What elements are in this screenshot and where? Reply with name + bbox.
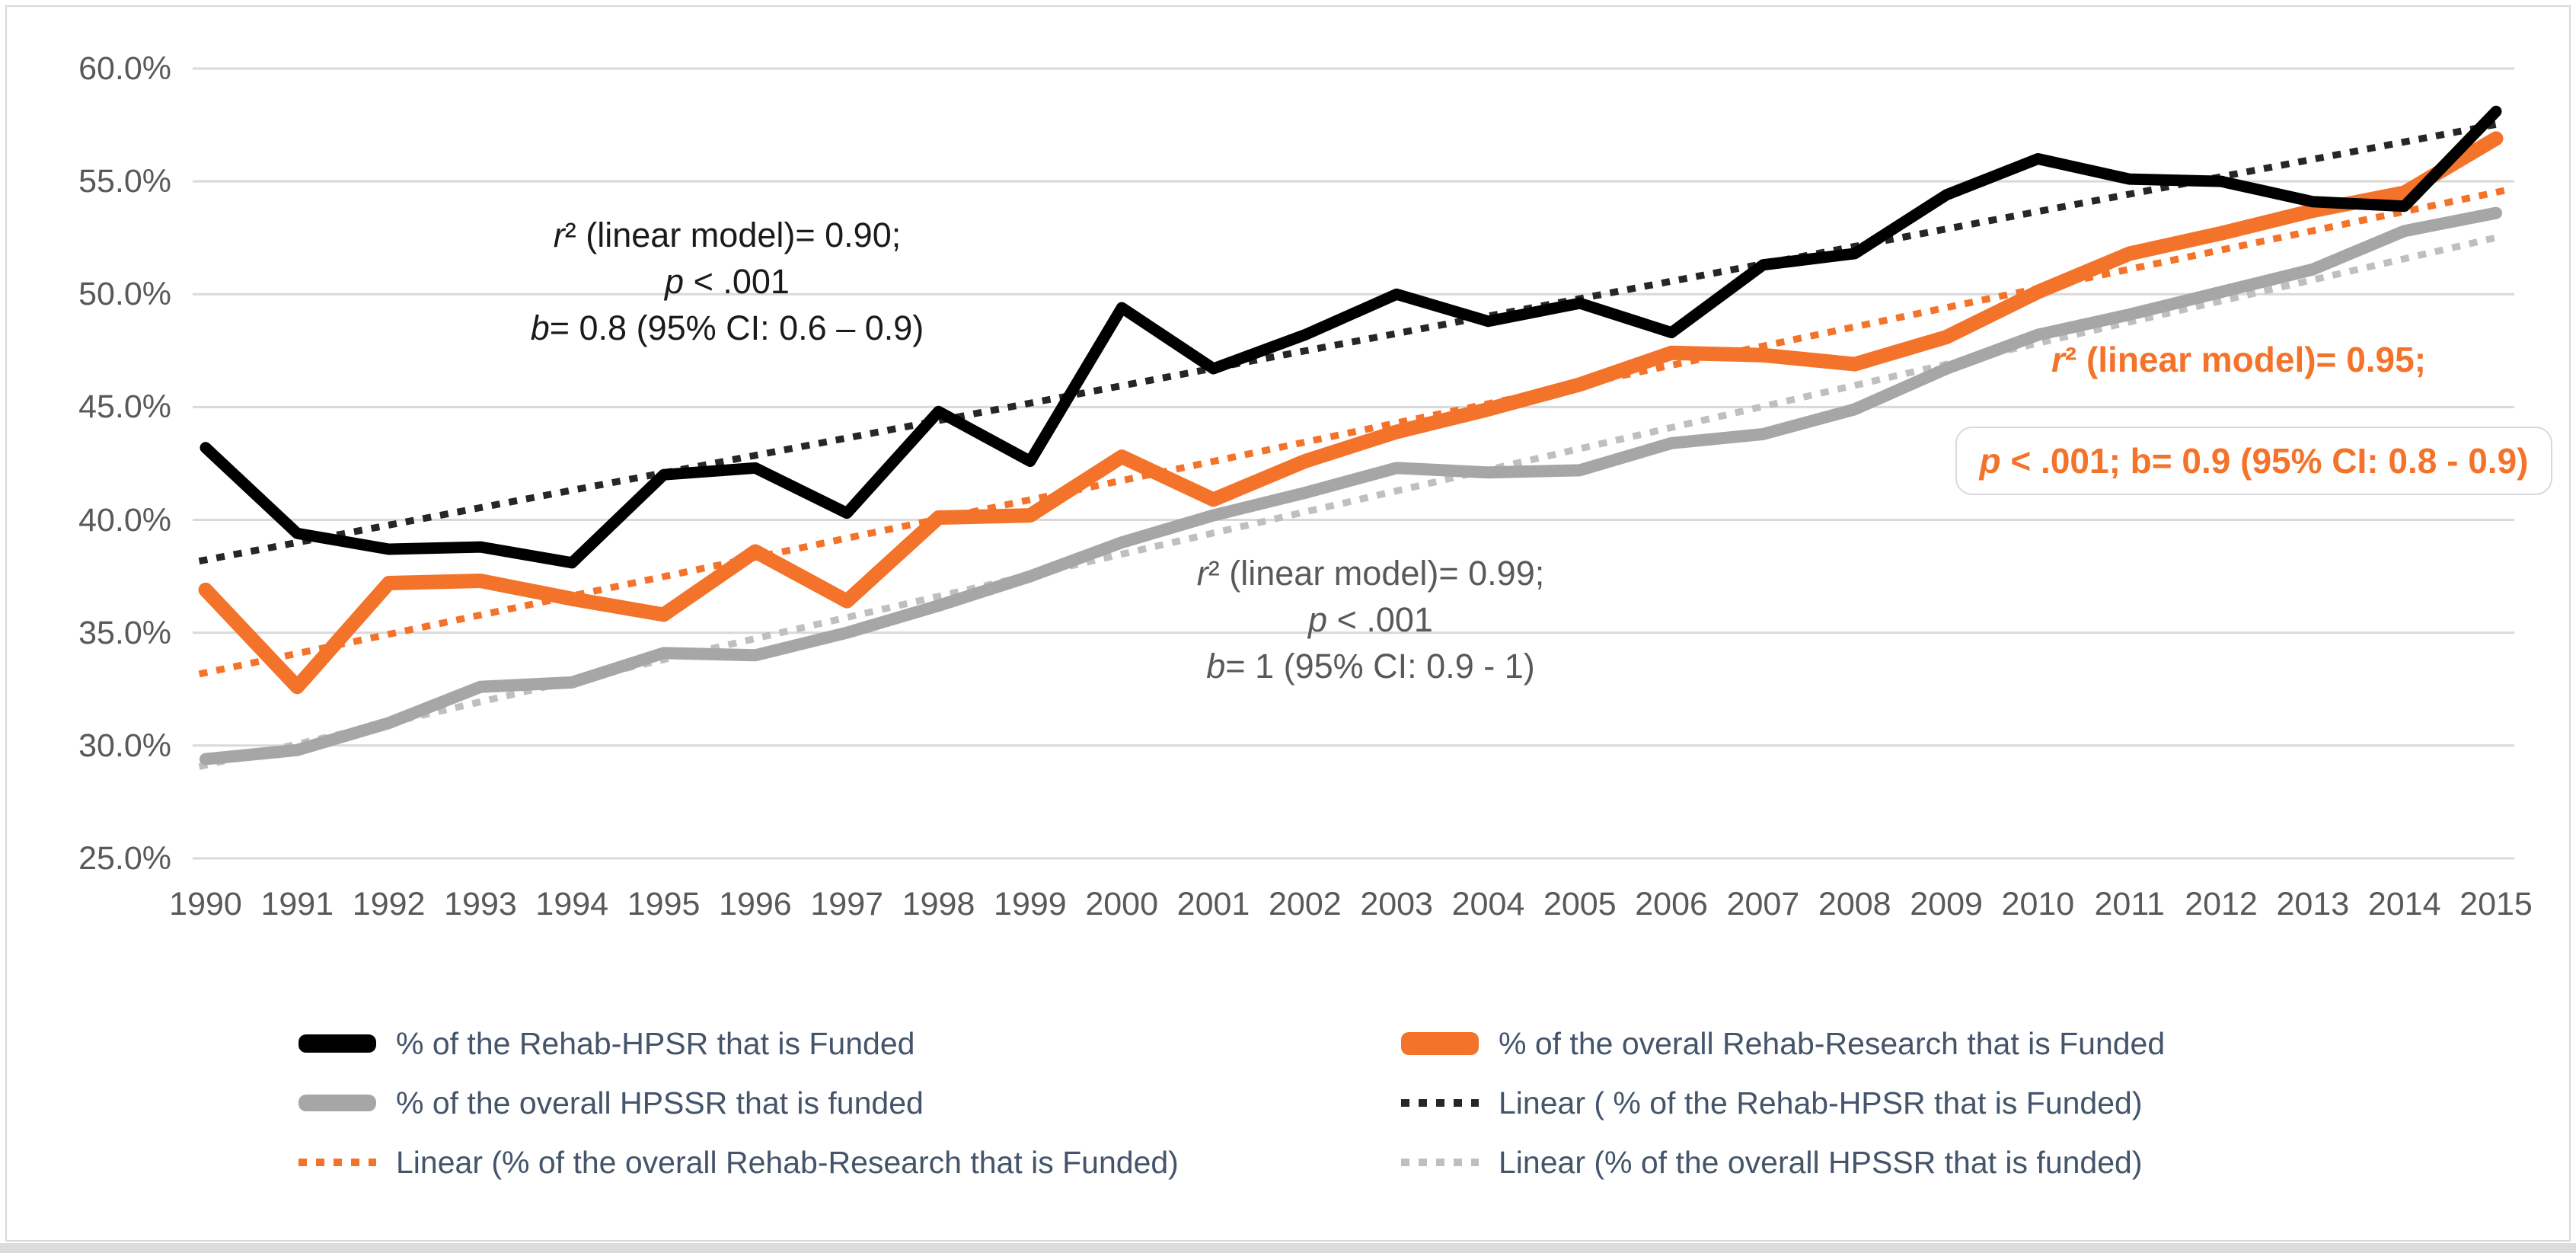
- series-line-rehab-research-trend: [198, 186, 2510, 678]
- legend-item-rehab-research-trend: Linear (% of the overall Rehab-Research …: [298, 1143, 1179, 1181]
- y-tick-label: 50.0%: [78, 276, 171, 313]
- legend-right-column: % of the overall Rehab-Research that is …: [1401, 1024, 2165, 1181]
- annotation-line: r² (linear model)= 0.99;: [1196, 554, 1545, 593]
- y-tick-label: 35.0%: [78, 614, 171, 651]
- legend-item-rehab-hpsr-trend: Linear ( % of the Rehab-HPSR that is Fun…: [1401, 1084, 2165, 1122]
- x-tick-label: 1993: [444, 886, 517, 922]
- series-line-rehab-hpsr: [200, 105, 2502, 569]
- legend-item-hpssr-trend: Linear (% of the overall HPSSR that is f…: [1401, 1143, 2165, 1181]
- x-tick-label: 2000: [1085, 886, 1159, 922]
- x-tick-label: 1999: [994, 886, 1067, 922]
- y-tick-label: 60.0%: [78, 50, 171, 87]
- annotation-line: b= 0.8 (95% CI: 0.6 – 0.9): [530, 308, 924, 347]
- legend-label: % of the overall Rehab-Research that is …: [1499, 1026, 2166, 1061]
- bottom-edge-bar: [0, 1243, 2576, 1253]
- x-tick-label: 2012: [2185, 886, 2258, 922]
- legend-label: Linear ( % of the Rehab-HPSR that is Fun…: [1499, 1085, 2143, 1120]
- legend-swatch-solid: [1401, 1032, 1479, 1055]
- series-line-rehab-hpsr-trend: [198, 118, 2510, 565]
- legend-swatch-dotted: [1401, 1099, 1479, 1107]
- legend-item-rehab-research: % of the overall Rehab-Research that is …: [1401, 1024, 2165, 1063]
- x-tick-label: 2011: [2094, 886, 2165, 922]
- annotation-line: p < .001: [1308, 600, 1433, 639]
- x-tick-label: 1990: [169, 886, 242, 922]
- legend-label: Linear (% of the overall Rehab-Research …: [396, 1145, 1179, 1180]
- figure-frame: [5, 5, 2571, 1242]
- x-tick-label: 1991: [260, 886, 334, 922]
- x-tick-label: 2008: [1818, 886, 1891, 922]
- annotation-line: r² (linear model)= 0.90;: [553, 216, 902, 254]
- y-tick-label: 25.0%: [78, 839, 171, 877]
- x-tick-label: 2015: [2459, 886, 2533, 922]
- x-tick-label: 2010: [2001, 886, 2075, 922]
- x-tick-label: 2009: [1910, 886, 1983, 922]
- x-tick-label: 1996: [719, 886, 792, 922]
- legend-item-hpssr: % of the overall HPSSR that is funded: [298, 1084, 1179, 1122]
- x-tick-label: 2004: [1451, 886, 1525, 922]
- legend-swatch-dotted: [1401, 1159, 1479, 1166]
- y-tick-label: 45.0%: [78, 388, 171, 426]
- legend-swatch-solid: [298, 1095, 376, 1111]
- x-tick-label: 2003: [1360, 886, 1433, 922]
- legend-label: % of the Rehab-HPSR that is Funded: [396, 1026, 915, 1061]
- y-tick-label: 30.0%: [78, 727, 171, 764]
- x-tick-label: 2005: [1543, 886, 1617, 922]
- x-tick-label: 2013: [2276, 886, 2350, 922]
- x-tick-label: 2007: [1726, 886, 1800, 922]
- legend-left-column: % of the Rehab-HPSR that is Funded % of t…: [298, 1024, 1179, 1181]
- series-line-hpssr: [200, 206, 2502, 766]
- annotation-line: b= 1 (95% CI: 0.9 - 1): [1206, 647, 1535, 686]
- x-tick-label: 1998: [902, 886, 975, 922]
- annotation-rehab-hpsr-stats: r² (linear model)= 0.90; p < .001 b= 0.8…: [415, 212, 1039, 351]
- legend-item-rehab-hpsr: % of the Rehab-HPSR that is Funded: [298, 1024, 1179, 1063]
- x-tick-label: 2001: [1176, 886, 1250, 922]
- x-tick-label: 1992: [352, 886, 426, 922]
- y-tick-label: 40.0%: [78, 501, 171, 539]
- legend-swatch-solid: [298, 1034, 376, 1053]
- series-line-rehab-research: [198, 131, 2504, 695]
- y-tick-label: 55.0%: [78, 163, 171, 200]
- legend-label: Linear (% of the overall HPSSR that is f…: [1499, 1145, 2143, 1180]
- x-tick-label: 1997: [810, 886, 884, 922]
- annotation-rehab-research-stats-line2: p < .001; b= 0.9 (95% CI: 0.8 - 0.9): [1926, 427, 2576, 495]
- annotation-rehab-research-stats-line1: r² (linear model)= 0.95;: [1934, 337, 2543, 383]
- annotation-hpssr-stats: r² (linear model)= 0.99; p < .001 b= 1 (…: [1058, 550, 1683, 689]
- annotation-line: p < .001: [665, 262, 790, 301]
- legend-label: % of the overall HPSSR that is funded: [396, 1085, 924, 1120]
- annotation-line: p < .001; b= 0.9 (95% CI: 0.8 - 0.9): [1955, 427, 2553, 495]
- x-tick-label: 1994: [535, 886, 609, 922]
- x-tick-label: 1995: [627, 886, 701, 922]
- x-tick-label: 2014: [2367, 886, 2441, 922]
- x-tick-label: 2002: [1268, 886, 1342, 922]
- x-tick-label: 2006: [1635, 886, 1708, 922]
- legend-swatch-dotted: [298, 1159, 376, 1166]
- annotation-line: r² (linear model)= 0.95;: [2051, 340, 2427, 379]
